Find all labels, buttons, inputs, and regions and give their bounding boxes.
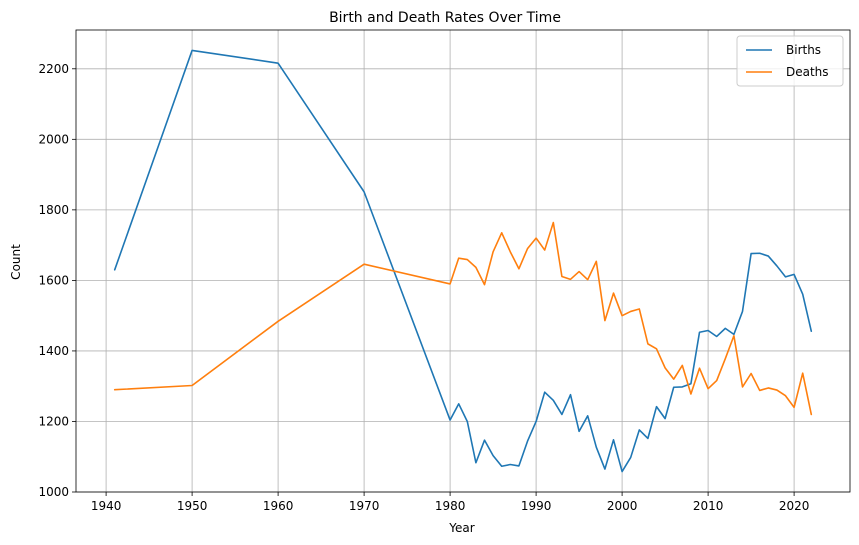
x-tick-label: 1970 [349, 499, 380, 513]
x-axis-label: Year [448, 521, 474, 535]
y-tick-label: 2200 [38, 62, 69, 76]
axis-ticks: 1940 1950 1960 1970 1980 1990 2000 2010 2020 1000… [38, 62, 809, 513]
series-line-births [113, 49, 813, 473]
legend-label-births: Births [786, 43, 821, 57]
chart-title: Birth and Death Rates Over Time [329, 10, 561, 26]
x-tick-label: 1980 [435, 499, 466, 513]
plot-frame [75, 29, 851, 493]
x-tick-label: 1960 [263, 499, 294, 513]
y-tick-label: 1000 [38, 485, 69, 499]
series-line-deaths [113, 221, 813, 416]
x-tick-label: 1950 [177, 499, 208, 513]
y-tick-label: 1600 [38, 273, 69, 287]
grid [76, 30, 850, 493]
x-tick-label: 2010 [693, 499, 724, 513]
legend: Births Deaths [736, 35, 844, 87]
x-tick-label: 2020 [779, 499, 810, 513]
x-tick-label: 1940 [91, 499, 122, 513]
plot-area [76, 30, 850, 492]
y-axis-label: Count [9, 244, 23, 280]
legend-box [736, 35, 844, 87]
x-tick-label: 2000 [607, 499, 638, 513]
series-lines [113, 49, 813, 473]
y-tick-label: 2000 [38, 132, 69, 146]
legend-label-deaths: Deaths [786, 65, 829, 79]
y-tick-label: 1400 [38, 344, 69, 358]
x-tick-label: 1990 [521, 499, 552, 513]
y-tick-label: 1800 [38, 203, 69, 217]
y-tick-label: 1200 [38, 414, 69, 428]
